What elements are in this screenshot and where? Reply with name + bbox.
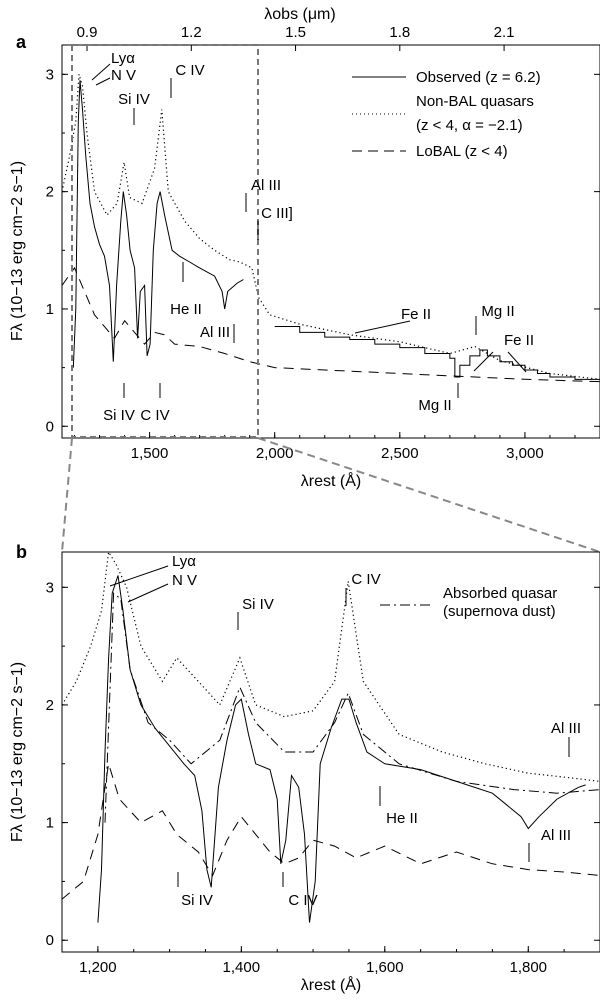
b-x-tick-label: 1,400 [223, 959, 261, 976]
annot-b-lya-pointer [109, 565, 169, 587]
panel-b-annotation-labels: Lyα N V Si IV C IV He II Al III Al III S… [172, 553, 581, 909]
b-x-tick-label: 1,800 [509, 959, 547, 976]
annot-c3-label: C III] [261, 205, 293, 222]
a-series-dashed [61, 266, 600, 383]
annot-si4-label: Si IV [118, 91, 150, 108]
zoom-connector-left [61, 437, 73, 553]
annot-b-c4-abs-label: C IV [288, 892, 317, 909]
panel-a-series [61, 74, 600, 383]
b-y-tick-label: 0 [46, 932, 54, 949]
annot-mg2-abs-label: Mg II [418, 397, 451, 414]
panel-a-letter: a [16, 32, 27, 52]
annot-al3b-label: Al III [200, 324, 230, 341]
a-top-tick-label: 1.8 [389, 24, 410, 41]
b-series-solid [97, 575, 586, 923]
annot-si4-abs-label: Si IV [103, 407, 135, 424]
panel-b-frame [61, 551, 600, 953]
a-y-tick-label: 0 [46, 418, 54, 435]
annot-nv-label: N V [111, 67, 136, 84]
panel-b-x-axis-title: λrest (Å) [301, 975, 361, 994]
panel-a-axes: 1,500 2,000 2,500 3,000 0 1 2 3 0.9 1.2 1.5 1.8 2.1 [46, 24, 600, 462]
annot-b-lya-label: Lyα [172, 553, 196, 570]
b-y-tick-label: 1 [46, 815, 54, 832]
annot-fe2b-pointer-2 [507, 351, 527, 373]
panel-a-legend: Observed (z = 6.2) Non-BAL quasars (z < … [352, 69, 541, 160]
panel-a-top-axis-title: λobs (μm) [264, 6, 335, 23]
annot-lya-pointer [91, 63, 111, 81]
b-series-dotted [61, 550, 600, 782]
panel-a-x-axis-title: λrest (Å) [301, 471, 361, 490]
panel-b-series [61, 550, 600, 923]
annot-he2-label: He II [170, 301, 202, 318]
annot-b-al3b-label: Al III [551, 720, 581, 737]
legend-nonbal-label-line2: (z < 4, α = −2.1) [416, 117, 523, 134]
annot-al3-label: Al III [251, 177, 281, 194]
annot-fe2b-label: Fe II [504, 332, 534, 349]
a-top-tick-label: 0.9 [77, 24, 98, 41]
a-series-solid [72, 80, 244, 368]
a-x-tick-label: 1,500 [131, 445, 169, 462]
a-x-tick-label: 3,000 [506, 445, 544, 462]
panel-b: b 1,200 1,400 1,600 1,800 0 1 2 3 λrest (Å) Fλ … [9, 542, 600, 994]
b-y-tick-label: 3 [46, 579, 54, 596]
legend-absorbed-label: Absorbed quasar [443, 585, 557, 602]
legend-lobal-label: LoBAL (z < 4) [416, 143, 508, 160]
a-y-tick-label: 2 [46, 184, 54, 201]
annot-b-c4-label: C IV [351, 571, 380, 588]
annot-b-nv-pointer [127, 583, 169, 603]
a-top-tick-label: 2.1 [494, 24, 515, 41]
annot-nv-pointer [95, 77, 111, 86]
legend-observed-label: Observed (z = 6.2) [416, 69, 541, 86]
b-y-tick-label: 2 [46, 697, 54, 714]
panel-b-annotations [109, 565, 570, 887]
panel-a-zoom-box [71, 44, 259, 438]
legend-absorbed-label-line2: (supernova dust) [443, 603, 556, 620]
a-y-tick-label: 1 [46, 301, 54, 318]
panel-a-frame [61, 44, 600, 439]
annot-b-si4-label: Si IV [242, 596, 274, 613]
annot-b-al3-label: Al III [541, 827, 571, 844]
annot-mg2-label: Mg II [481, 303, 514, 320]
b-x-tick-label: 1,600 [366, 959, 404, 976]
b-series-dashdot [104, 592, 600, 823]
annot-b-he2-label: He II [386, 810, 418, 827]
annot-fe2-label: Fe II [401, 306, 431, 323]
panel-a-annotations [91, 63, 527, 398]
panel-b-y-axis-title: Fλ (10−13 erg cm−2 s−1) [9, 662, 26, 842]
panel-a-annotation-labels: Lyα N V Si IV C IV Al III C III] He II A… [103, 50, 534, 424]
a-x-tick-label: 2,000 [256, 445, 294, 462]
a-series-step [274, 326, 600, 382]
annot-lya-label: Lyα [111, 50, 135, 67]
panel-b-legend: Absorbed quasar (supernova dust) [380, 585, 557, 620]
panel-b-axes: 1,200 1,400 1,600 1,800 0 1 2 3 [46, 579, 600, 976]
panel-a-y-axis-title: Fλ (10−13 erg cm−2 s−1) [9, 161, 26, 341]
annot-c4-label: C IV [175, 62, 204, 79]
annot-c4-abs-label: C IV [140, 407, 169, 424]
panel-a: a 1,500 2,000 2,500 3,000 0 1 2 3 0.9 1.2 1.5 1.8 2.… [9, 6, 600, 490]
a-top-tick-label: 1.5 [285, 24, 306, 41]
panel-b-letter: b [16, 542, 27, 562]
a-x-tick-label: 2,500 [381, 445, 419, 462]
annot-b-si4-abs-label: Si IV [181, 892, 213, 909]
b-x-tick-label: 1,200 [79, 959, 117, 976]
a-top-tick-label: 1.2 [181, 24, 202, 41]
annot-fe2-pointer [354, 320, 411, 334]
a-y-tick-label: 3 [46, 66, 54, 83]
zoom-connector-right [257, 437, 600, 553]
annot-fe2b-pointer-1 [473, 351, 494, 372]
b-series-dashed [61, 763, 600, 900]
legend-nonbal-label: Non-BAL quasars [416, 93, 534, 110]
annot-b-nv-label: N V [172, 572, 197, 589]
